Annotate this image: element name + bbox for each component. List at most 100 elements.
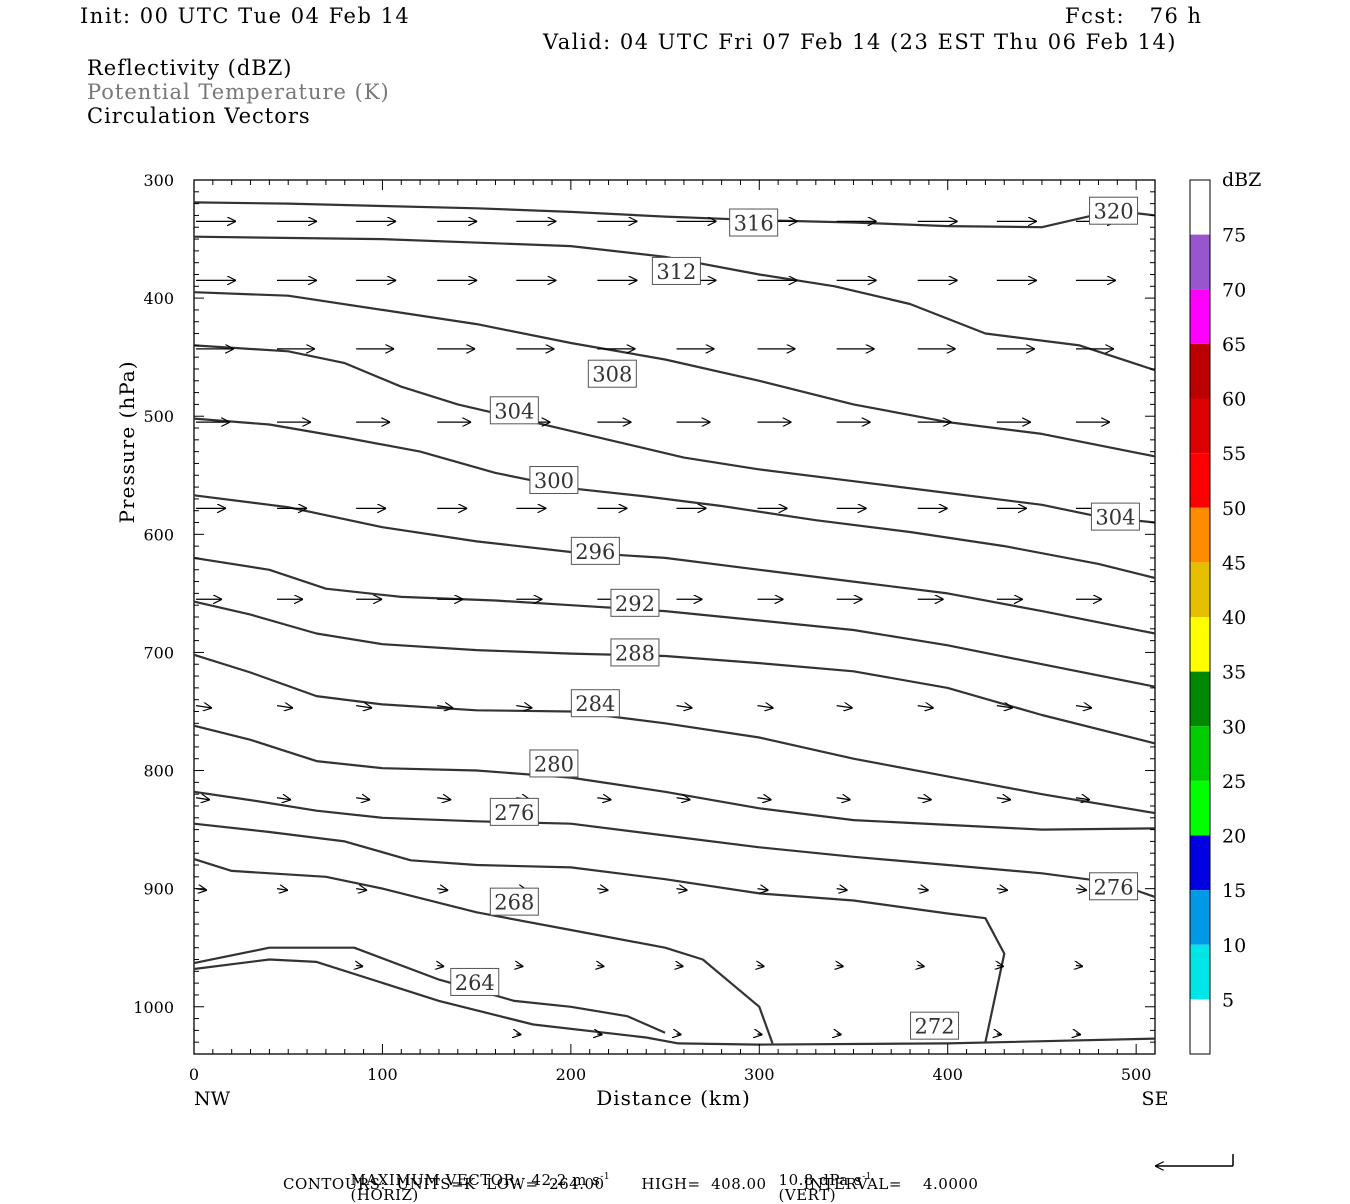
- circulation-vector: [758, 965, 765, 966]
- y-tick-label: 900: [143, 880, 174, 899]
- y-tick-label: 500: [143, 407, 174, 426]
- y-tick-label: 600: [143, 525, 174, 544]
- theta-contour: [193, 724, 1156, 831]
- colorbar-tick-label: 75: [1222, 225, 1246, 247]
- colorbar-bin: [1190, 562, 1210, 617]
- contour-label: 316: [734, 212, 774, 236]
- horiz-exponent: -1: [600, 1172, 611, 1182]
- circulation-vector: [1075, 706, 1092, 708]
- theta-contour: [193, 653, 1156, 815]
- theta-contour: [193, 556, 1156, 688]
- max-vector-horiz-value: MAXIMUM VECTOR: 42.2 m s: [350, 1171, 601, 1189]
- circulation-vector: [917, 889, 929, 891]
- colorbar-blank-top: [1190, 180, 1210, 235]
- circulation-vector: [676, 798, 691, 800]
- circulation-vector: [758, 1034, 763, 1035]
- circulation-vector: [1075, 889, 1087, 891]
- colorbar-bin: [1190, 726, 1210, 781]
- theta-contour: [193, 600, 1156, 745]
- circulation-vector: [836, 889, 848, 891]
- colorbar-bin: [1190, 944, 1210, 1000]
- footer-contours: CONTOURS: UNITS=K LOW= 264.00 HIGH= 408.…: [283, 1175, 979, 1193]
- circulation-vector: [677, 965, 684, 966]
- colorbar-blank-bottom: [1190, 999, 1210, 1054]
- circulation-vector: [918, 965, 925, 966]
- circulation-vector: [516, 1034, 521, 1035]
- x-tick-label: 500: [1121, 1065, 1152, 1084]
- x-tick-label: 300: [744, 1065, 775, 1084]
- contour-label-box: [489, 396, 539, 425]
- colorbar-tick-label: 25: [1222, 771, 1246, 793]
- colorbar-tick-label: 15: [1222, 880, 1246, 902]
- max-vector-vert-label: (VERT): [778, 1186, 837, 1204]
- max-vector-vert-value: 10.8 dPa s: [778, 1171, 863, 1189]
- theta-contour: [193, 417, 1156, 580]
- circulation-vector: [437, 798, 451, 800]
- y-tick-label: 300: [143, 171, 174, 190]
- circulation-vector: [437, 889, 448, 891]
- colorbar-frame: [1189, 179, 1211, 1055]
- y-tick-label: 700: [143, 643, 174, 662]
- colorbar-bin: [1190, 617, 1210, 672]
- colorbar-tick-label: 60: [1222, 389, 1246, 411]
- colorbar-label: dBZ: [1222, 169, 1261, 191]
- init-time: Init: 00 UTC Tue 04 Feb 14: [80, 4, 411, 28]
- circulation-vector: [356, 965, 363, 966]
- circulation-vector: [597, 965, 604, 966]
- contour-label: 304: [494, 399, 534, 423]
- colorbar-tick-label: 70: [1222, 279, 1246, 301]
- theta-contour: [193, 494, 1156, 635]
- circulation-vector: [437, 965, 444, 966]
- circulation-vector: [276, 889, 288, 891]
- y-tick-label: 1000: [133, 998, 174, 1017]
- theta-contour: [193, 958, 1156, 1046]
- circulation-vector: [516, 965, 523, 966]
- circulation-vector: [597, 1034, 602, 1035]
- colorbar-tick-label: 5: [1222, 989, 1234, 1011]
- contour-label-box: [651, 256, 701, 285]
- circulation-vector: [677, 1034, 682, 1035]
- forecast-hour: Fcst: 76 h: [1065, 4, 1203, 28]
- circulation-vector: [836, 798, 851, 800]
- circulation-vector: [757, 889, 769, 891]
- x-tick-label: 400: [932, 1065, 963, 1084]
- contour-label: 304: [1095, 506, 1135, 530]
- circulation-vector: [757, 798, 772, 800]
- contour-label: 300: [534, 469, 574, 493]
- circulation-vector: [996, 889, 1008, 891]
- colorbar-bin: [1190, 343, 1210, 399]
- contour-label: 320: [1093, 200, 1133, 224]
- contour-label-box: [729, 208, 779, 237]
- y-axis-label: Pressure (hPa): [115, 361, 139, 524]
- circulation-vector: [516, 706, 532, 708]
- theta-contour: [193, 790, 1156, 898]
- contour-label: 268: [494, 891, 534, 915]
- colorbar-tick-label: 65: [1222, 334, 1246, 356]
- x-tick-label: 200: [556, 1065, 587, 1084]
- circulation-vector: [276, 706, 293, 708]
- circulation-vector: [195, 706, 212, 708]
- max-vector-horiz-label: (HORIZ): [350, 1186, 419, 1204]
- colorbar-tick-label: 50: [1222, 498, 1246, 520]
- colorbar-bin: [1190, 835, 1210, 891]
- contour-label-box: [910, 1011, 960, 1040]
- circulation-vector: [917, 798, 932, 800]
- circulation-vector: [676, 706, 693, 708]
- theta-contour: [193, 201, 1156, 229]
- colorbar-bin: [1190, 507, 1210, 563]
- circulation-vector: [996, 706, 1013, 708]
- circulation-vector: [837, 1034, 842, 1035]
- x-tick-label: 100: [367, 1065, 398, 1084]
- colorbar-bin: [1190, 289, 1210, 344]
- contour-label: 296: [575, 540, 615, 564]
- colorbar-bin: [1190, 234, 1210, 290]
- theta-contour: [193, 858, 774, 1044]
- circulation-vector: [836, 706, 853, 708]
- contour-label: 272: [914, 1015, 954, 1039]
- circulation-vector: [1075, 798, 1090, 800]
- colorbar-tick-label: 55: [1222, 443, 1246, 465]
- contour-label-box: [489, 797, 539, 826]
- valid-time: Valid: 04 UTC Fri 07 Feb 14 (23 EST Thu …: [543, 30, 1177, 54]
- plot-frame: [193, 179, 1156, 1055]
- contour-label-box: [489, 887, 539, 916]
